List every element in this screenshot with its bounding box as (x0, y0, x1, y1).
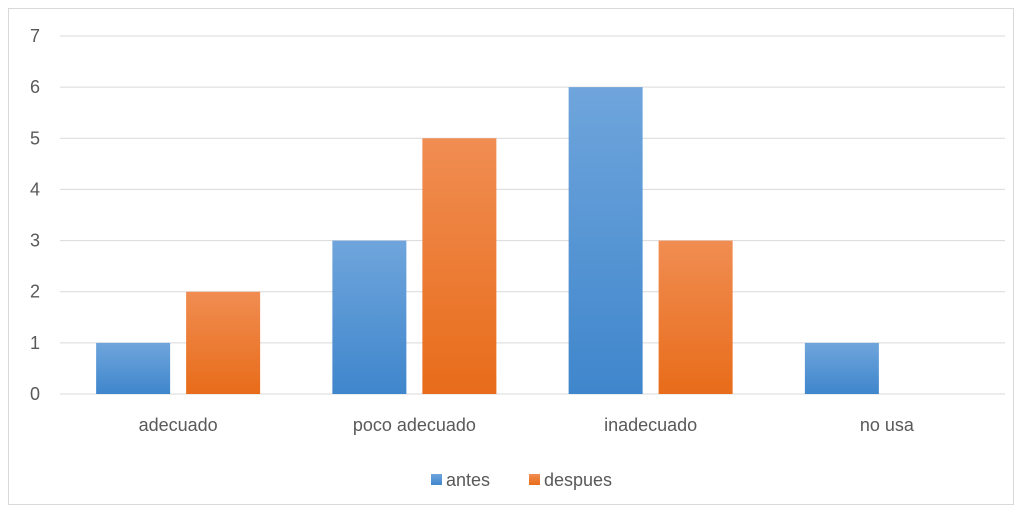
legend-swatch-antes (431, 474, 442, 485)
y-tick-label: 1 (30, 333, 40, 353)
x-tick-label: inadecuado (604, 415, 697, 435)
bar-antes-inadecuado (568, 87, 643, 395)
bar-despues-inadecuado (658, 240, 733, 394)
bar-despues-adecuado (186, 291, 261, 394)
legend-label-antes: antes (446, 470, 490, 490)
bar-antes-poco-adecuado (332, 240, 407, 394)
chart-frame (8, 8, 1014, 505)
bars (96, 87, 879, 395)
y-tick-label: 7 (30, 26, 40, 46)
bar-antes-no-usa (804, 342, 879, 394)
x-tick-label: adecuado (139, 415, 218, 435)
x-axis-ticks: adecuado poco adecuado inadecuado no usa (139, 415, 915, 435)
legend-swatch-despues (529, 474, 540, 485)
y-tick-label: 6 (30, 77, 40, 97)
legend: antes despues (431, 470, 612, 490)
y-tick-label: 3 (30, 231, 40, 251)
y-tick-label: 2 (30, 282, 40, 302)
y-tick-label: 4 (30, 179, 40, 199)
y-tick-label: 0 (30, 384, 40, 404)
y-tick-label: 5 (30, 128, 40, 148)
bar-antes-adecuado (96, 342, 171, 394)
y-axis-ticks: 0 1 2 3 4 5 6 7 (30, 26, 40, 404)
bar-despues-poco-adecuado (422, 138, 497, 394)
x-tick-label: poco adecuado (353, 415, 476, 435)
legend-label-despues: despues (544, 470, 612, 490)
x-tick-label: no usa (860, 415, 915, 435)
